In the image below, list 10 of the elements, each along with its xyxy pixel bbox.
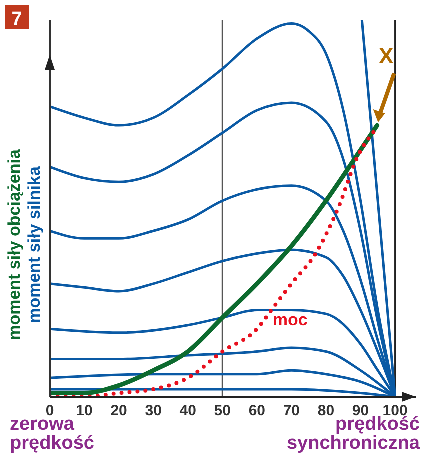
series-label: moc xyxy=(272,310,308,330)
x-tick-label: 40 xyxy=(180,402,196,420)
annotation: X xyxy=(378,44,394,69)
x-tick-label: 20 xyxy=(110,402,128,420)
x-tick-label: 30 xyxy=(145,402,162,420)
x-tick-label: 50 xyxy=(214,402,231,420)
text: moment siły obciążenia xyxy=(5,149,24,340)
text: moment siły silnika xyxy=(25,166,44,324)
chart-title: 7 xyxy=(12,9,22,30)
x-tick-label: 60 xyxy=(248,402,266,420)
